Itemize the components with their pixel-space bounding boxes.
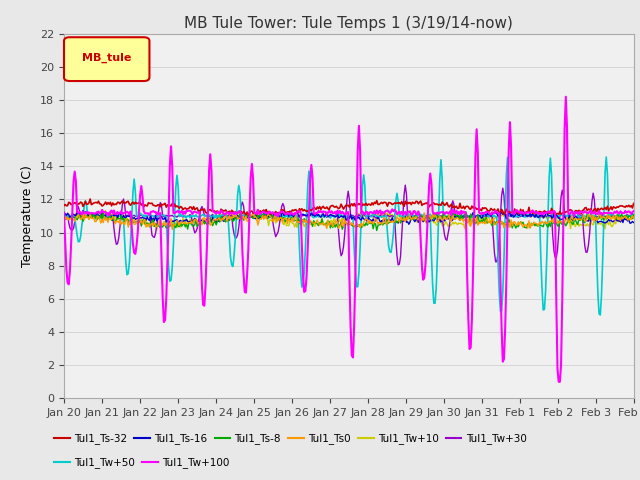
Title: MB Tule Tower: Tule Temps 1 (3/19/14-now): MB Tule Tower: Tule Temps 1 (3/19/14-now… [184,16,513,31]
Y-axis label: Temperature (C): Temperature (C) [22,165,35,267]
Text: MB_tule: MB_tule [82,53,131,63]
Legend: Tul1_Ts-32, Tul1_Ts-16, Tul1_Ts-8, Tul1_Ts0, Tul1_Tw+10, Tul1_Tw+30: Tul1_Ts-32, Tul1_Ts-16, Tul1_Ts-8, Tul1_… [50,429,531,448]
FancyBboxPatch shape [64,37,150,81]
Legend: Tul1_Tw+50, Tul1_Tw+100: Tul1_Tw+50, Tul1_Tw+100 [50,453,234,472]
